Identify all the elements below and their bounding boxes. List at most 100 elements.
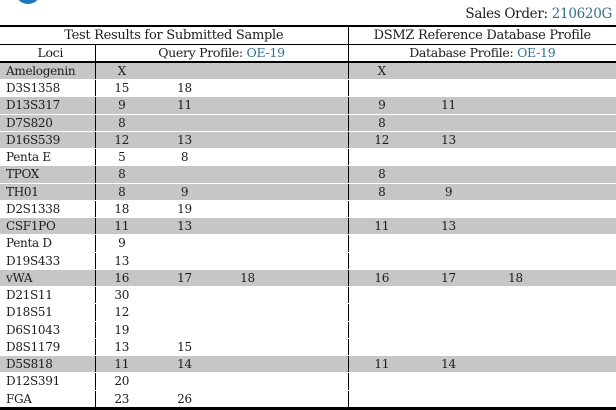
database-allele-value bbox=[347, 372, 415, 391]
query-allele-value bbox=[284, 286, 348, 305]
database-allele-value bbox=[549, 372, 616, 391]
query-allele-value bbox=[221, 355, 284, 374]
table-row: D21S11 30 bbox=[0, 286, 616, 305]
query-allele-value bbox=[221, 148, 284, 167]
query-allele-value bbox=[284, 114, 348, 132]
database-allele-value bbox=[415, 338, 482, 357]
database-allele-value bbox=[482, 390, 549, 409]
query-allele-value bbox=[221, 79, 284, 98]
results-table-body: Amelogenin X X D3S1358 15 18 D13S317 9 11 9 11 D7S8… bbox=[0, 62, 616, 409]
query-allele-value bbox=[284, 165, 348, 184]
database-allele-value bbox=[347, 200, 415, 219]
locus-name: D3S1358 bbox=[0, 79, 96, 98]
database-allele-value bbox=[549, 234, 616, 253]
query-section-title: Test Results for Submitted Sample bbox=[0, 26, 348, 45]
database-section-title: DSMZ Reference Database Profile bbox=[347, 26, 616, 45]
query-allele-value bbox=[158, 62, 221, 80]
table-row: vWA 16 17 18 16 17 18 bbox=[0, 269, 616, 288]
query-allele-value bbox=[284, 96, 348, 115]
table-row: D16S539 12 13 12 13 bbox=[0, 131, 616, 150]
database-allele-value bbox=[549, 148, 616, 167]
database-allele-value bbox=[415, 390, 482, 409]
section-header-row: Test Results for Submitted Sample DSMZ R… bbox=[0, 26, 616, 45]
query-allele-value: 15 bbox=[95, 79, 158, 98]
query-allele-value bbox=[284, 234, 348, 253]
database-allele-value: 14 bbox=[415, 355, 482, 374]
database-allele-value bbox=[549, 200, 616, 219]
database-allele-value: 12 bbox=[347, 131, 415, 150]
locus-name: D19S433 bbox=[0, 252, 96, 270]
query-allele-value bbox=[284, 355, 348, 374]
database-allele-value bbox=[347, 321, 415, 339]
database-allele-value bbox=[482, 286, 549, 305]
database-allele-value bbox=[347, 303, 415, 322]
query-profile-header: Query Profile: OE-19 bbox=[95, 44, 348, 63]
query-allele-value: 9 bbox=[95, 96, 158, 115]
database-allele-value bbox=[415, 200, 482, 219]
database-allele-value bbox=[415, 303, 482, 322]
database-allele-value: 17 bbox=[415, 269, 482, 288]
query-allele-value: 18 bbox=[158, 79, 221, 98]
database-allele-value bbox=[415, 234, 482, 253]
table-row: D13S317 9 11 9 11 bbox=[0, 96, 616, 115]
database-profile-value: OE-19 bbox=[517, 45, 556, 60]
query-allele-value: X bbox=[95, 62, 158, 80]
database-allele-value: 9 bbox=[347, 96, 415, 115]
database-allele-value bbox=[549, 183, 616, 201]
database-allele-value bbox=[549, 62, 616, 80]
query-allele-value: 19 bbox=[95, 321, 158, 339]
query-allele-value: 11 bbox=[95, 217, 158, 236]
table-row: FGA 23 26 bbox=[0, 390, 616, 409]
database-allele-value bbox=[482, 217, 549, 236]
database-allele-value bbox=[415, 321, 482, 339]
database-allele-value bbox=[482, 96, 549, 115]
database-allele-value bbox=[347, 252, 415, 270]
query-allele-value: 19 bbox=[158, 200, 221, 219]
query-allele-value bbox=[158, 321, 221, 339]
query-allele-value bbox=[221, 200, 284, 219]
table-row: D12S391 20 bbox=[0, 372, 616, 391]
query-allele-value: 13 bbox=[95, 252, 158, 270]
query-allele-value bbox=[221, 62, 284, 80]
database-allele-value: 11 bbox=[347, 355, 415, 374]
query-allele-value bbox=[284, 303, 348, 322]
database-allele-value bbox=[415, 165, 482, 184]
query-allele-value bbox=[221, 390, 284, 409]
table-row: D3S1358 15 18 bbox=[0, 79, 616, 98]
query-allele-value: 18 bbox=[95, 200, 158, 219]
query-allele-value bbox=[284, 200, 348, 219]
database-allele-value bbox=[549, 286, 616, 305]
query-allele-value bbox=[284, 148, 348, 167]
database-allele-value bbox=[549, 114, 616, 132]
database-allele-value: 8 bbox=[347, 114, 415, 132]
database-allele-value bbox=[549, 165, 616, 184]
database-allele-value bbox=[482, 234, 549, 253]
locus-name: D7S820 bbox=[0, 114, 96, 132]
locus-name: D12S391 bbox=[0, 372, 96, 391]
database-allele-value bbox=[482, 131, 549, 150]
query-allele-value bbox=[221, 96, 284, 115]
table-row: D18S51 12 bbox=[0, 303, 616, 322]
sales-order-label: Sales Order: bbox=[465, 6, 548, 22]
database-allele-value bbox=[415, 252, 482, 270]
database-allele-value bbox=[347, 234, 415, 253]
query-allele-value: 14 bbox=[158, 355, 221, 374]
query-allele-value: 5 bbox=[95, 148, 158, 167]
database-allele-value bbox=[415, 114, 482, 132]
database-allele-value: 13 bbox=[415, 217, 482, 236]
database-allele-value: 11 bbox=[415, 96, 482, 115]
database-allele-value bbox=[347, 286, 415, 305]
table-row: D6S1043 19 bbox=[0, 321, 616, 339]
query-allele-value bbox=[221, 131, 284, 150]
query-allele-value bbox=[284, 252, 348, 270]
table-row: D8S1179 13 15 bbox=[0, 338, 616, 357]
database-allele-value bbox=[347, 338, 415, 357]
table-row: CSF1PO 11 13 11 13 bbox=[0, 217, 616, 236]
database-allele-value bbox=[415, 79, 482, 98]
query-allele-value bbox=[221, 286, 284, 305]
locus-name: D8S1179 bbox=[0, 338, 96, 357]
locus-name: CSF1PO bbox=[0, 217, 96, 236]
query-allele-value bbox=[284, 372, 348, 391]
logo-icon bbox=[15, 0, 41, 4]
